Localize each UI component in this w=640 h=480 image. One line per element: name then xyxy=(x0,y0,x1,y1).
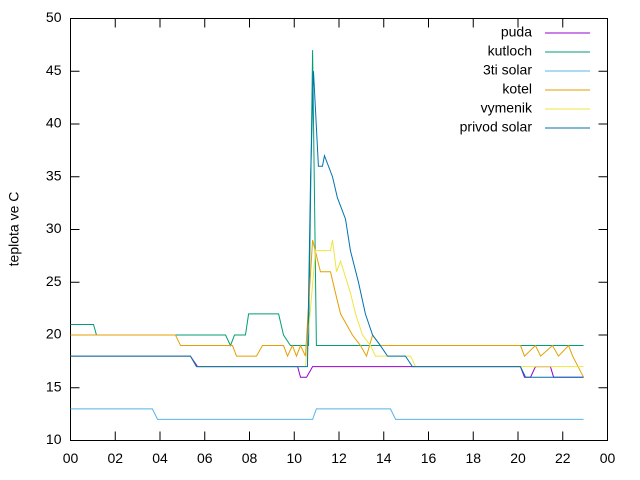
y-tick-label: 40 xyxy=(46,115,62,131)
x-tick-label: 08 xyxy=(242,450,258,466)
x-tick-label: 20 xyxy=(510,450,526,466)
legend-label: 3ti solar xyxy=(483,62,532,78)
legend-label: puda xyxy=(501,24,532,40)
y-tick-label: 20 xyxy=(46,326,62,342)
y-tick-label: 45 xyxy=(46,62,62,78)
x-tick-label: 00 xyxy=(600,450,616,466)
y-tick-label: 25 xyxy=(46,273,62,289)
x-tick-label: 10 xyxy=(286,450,302,466)
legend-label: privod solar xyxy=(460,119,533,135)
y-tick-label: 30 xyxy=(46,220,62,236)
x-tick-label: 22 xyxy=(555,450,571,466)
x-tick-label: 16 xyxy=(421,450,437,466)
x-tick-label: 06 xyxy=(197,450,213,466)
y-tick-label: 15 xyxy=(46,378,62,394)
y-tick-label: 35 xyxy=(46,167,62,183)
y-axis-label: teplota ve C xyxy=(6,192,22,267)
x-tick-label: 00 xyxy=(63,450,79,466)
y-tick-label: 10 xyxy=(46,431,62,447)
x-tick-label: 04 xyxy=(152,450,168,466)
series-line xyxy=(70,239,585,378)
series-line xyxy=(70,71,584,378)
series-line xyxy=(70,408,584,420)
legend-label: vymenik xyxy=(481,100,533,116)
x-tick-label: 02 xyxy=(107,450,123,466)
legend-label: kutloch xyxy=(488,43,532,59)
x-tick-label: 12 xyxy=(331,450,347,466)
x-tick-label: 14 xyxy=(376,450,392,466)
x-tick-label: 18 xyxy=(465,450,481,466)
series-line xyxy=(70,239,584,368)
y-tick-label: 50 xyxy=(46,9,62,25)
legend-label: kotel xyxy=(502,81,532,97)
